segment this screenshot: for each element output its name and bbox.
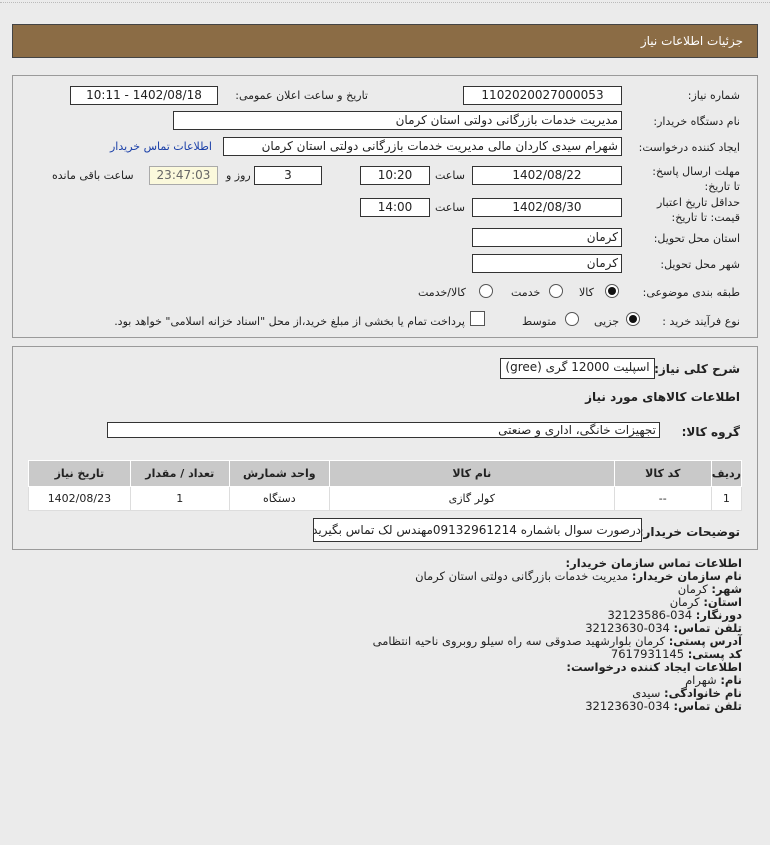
cell-unit: دستگاه [228, 486, 330, 511]
address-value: کرمان بلوارشهید صدوقی سه راه سیلو روبروی… [372, 634, 666, 648]
table-header-row: ردیف کد کالا نام کالا واحد شمارش تعداد /… [28, 460, 743, 487]
fax-label: دورنگار: [695, 608, 742, 622]
city-field: کرمان [472, 254, 622, 273]
desc-label: شرح کلی نیاز: [654, 362, 740, 376]
days-label: روز و [226, 169, 251, 182]
city-value: کرمان [677, 582, 708, 596]
buyer-contact-link[interactable]: اطلاعات تماس خریدار [110, 140, 212, 153]
buyer-label: نام دستگاه خریدار: [653, 115, 740, 128]
page-header: جزئیات اطلاعات نیاز [12, 24, 758, 58]
deadline-label: مهلت ارسال پاسخ: تا تاریخ: [652, 165, 740, 193]
category-option-goods: کالا [579, 286, 594, 299]
creator-field: شهرام سیدی کاردان مالی مدیریت خدمات بازر… [223, 137, 622, 156]
phone-label: تلفن تماس: [673, 621, 742, 635]
creator-phone-value: 034-32123630 [585, 699, 670, 713]
category-option-both: کالا/خدمت [418, 286, 466, 299]
cell-qty: 1 [129, 486, 230, 511]
col-unit: واحد شمارش [228, 460, 330, 487]
process-radio-minor[interactable] [626, 312, 640, 326]
contact-heading: اطلاعات تماس سازمان خریدار: [565, 556, 742, 570]
address-label: آدرس پستی: [668, 634, 742, 648]
notes-label: توضیحات خریدار: [638, 525, 740, 539]
process-option-medium: متوسط [522, 315, 557, 328]
remaining-label: ساعت باقی مانده [52, 169, 134, 182]
cell-row: 1 [710, 486, 743, 511]
notes-field: درصورت سوال باشماره 09132961214مهندس لک … [313, 518, 642, 542]
process-radio-medium[interactable] [565, 312, 579, 326]
creator-heading: اطلاعات ایجاد کننده درخواست: [566, 660, 742, 674]
treasury-text: پرداخت تمام یا بخشی از مبلغ خرید،از محل … [114, 315, 465, 328]
category-option-service: خدمت [511, 286, 541, 299]
org-value: مدیریت خدمات بازرگانی دولتی استان کرمان [415, 569, 629, 583]
deadline-date-field: 1402/08/22 [472, 166, 622, 185]
treasury-checkbox[interactable] [470, 311, 485, 326]
validity-label: حداقل تاریخ اعتبار قیمت: تا تاریخ: [656, 196, 740, 224]
postal-value: 7617931145 [610, 647, 685, 661]
need-number-field: 1102020027000053 [463, 86, 622, 105]
cell-date: 1402/08/23 [28, 486, 131, 511]
col-date: تاریخ نیاز [28, 460, 131, 487]
group-field: تجهیزات خانگی، اداری و صنعتی [107, 422, 660, 438]
details-panel [12, 346, 758, 550]
deadline-time-label: ساعت [435, 169, 465, 182]
province-value: کرمان [669, 595, 700, 609]
creator-phone-label: تلفن تماس: [673, 699, 742, 713]
category-radio-service[interactable] [549, 284, 563, 298]
category-radio-goods[interactable] [605, 284, 619, 298]
validity-date-field: 1402/08/30 [472, 198, 622, 217]
province-label: استان: [703, 595, 742, 609]
postal-label: کد پستی: [687, 647, 742, 661]
desc-field: اسپلیت 12000 گری (gree) [500, 358, 655, 379]
city-label: شهر محل تحویل: [660, 258, 740, 271]
announce-field: 1402/08/18 - 10:11 [70, 86, 218, 105]
org-label: نام سازمان خریدار: [631, 569, 742, 583]
validity-time-label: ساعت [435, 201, 465, 214]
process-option-minor: جزیی [594, 315, 620, 328]
category-radio-both[interactable] [479, 284, 493, 298]
announce-label: تاریخ و ساعت اعلان عمومی: [235, 89, 368, 102]
validity-time-field: 14:00 [360, 198, 430, 217]
remaining-time-field: 23:47:03 [149, 166, 218, 185]
cell-name: کولر گازی [328, 486, 615, 511]
family-label: نام خانوادگی: [664, 686, 742, 700]
city-label: شهر: [711, 582, 742, 596]
need-number-label: شماره نیاز: [687, 89, 740, 102]
creator-label: ایجاد کننده درخواست: [638, 141, 740, 154]
top-divider [0, 2, 770, 3]
days-field: 3 [254, 166, 322, 185]
name-label: نام: [720, 673, 742, 687]
cell-code: -- [613, 486, 712, 511]
col-row: ردیف [710, 460, 743, 487]
name-value: شهرام [685, 673, 717, 687]
process-label: نوع فرآیند خرید : [662, 315, 740, 328]
goods-table: ردیف کد کالا نام کالا واحد شمارش تعداد /… [28, 460, 743, 511]
province-label: استان محل تحویل: [653, 232, 740, 245]
col-name: نام کالا [328, 460, 615, 487]
col-qty: تعداد / مقدار [129, 460, 230, 487]
group-label: گروه کالا: [681, 425, 740, 439]
fax-value: 034-32123586 [607, 608, 693, 622]
family-value: سیدی [632, 686, 661, 700]
phone-value: 034-32123630 [585, 621, 670, 635]
goods-heading: اطلاعات کالاهای مورد نیاز [585, 390, 740, 404]
category-label: طبقه بندی موضوعی: [642, 286, 740, 299]
province-field: کرمان [472, 228, 622, 247]
col-code: کد کالا [613, 460, 712, 487]
buyer-field: مدیریت خدمات بازرگانی دولتی استان کرمان [173, 111, 622, 130]
contact-info: اطلاعات تماس سازمان خریدار: نام سازمان خ… [373, 557, 742, 713]
deadline-time-field: 10:20 [360, 166, 430, 185]
table-row: 1 -- کولر گازی دستگاه 1 1402/08/23 [28, 486, 743, 511]
